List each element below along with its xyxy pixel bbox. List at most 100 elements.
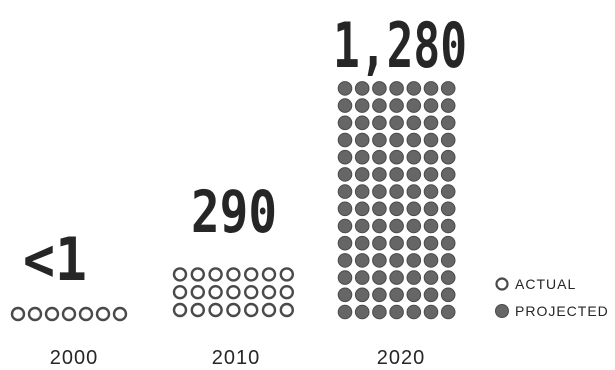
dot-2020-94 xyxy=(372,304,387,320)
dot-2000-4 xyxy=(61,306,77,322)
dot-2020-14 xyxy=(440,98,456,113)
dot-2010-5 xyxy=(243,267,259,282)
dot-2020-31 xyxy=(372,149,387,165)
dot-2020-3 xyxy=(372,81,387,96)
value-label-2000: <1 xyxy=(23,225,87,295)
dot-2020-2 xyxy=(354,81,370,96)
dot-2020-9 xyxy=(354,98,370,113)
dot-2020-18 xyxy=(389,115,404,131)
dot-2010-7 xyxy=(279,267,294,282)
dot-2020-5 xyxy=(406,81,422,96)
dot-2010-8 xyxy=(172,285,188,300)
dot-2000-6 xyxy=(95,306,111,322)
dot-2020-34 xyxy=(423,149,439,165)
dot-2000-3 xyxy=(44,306,60,322)
dot-2020-49 xyxy=(440,184,456,199)
legend-label-actual: ACTUAL xyxy=(515,276,576,292)
dot-2020-45 xyxy=(372,184,387,199)
dot-2010-4 xyxy=(226,267,241,282)
dot-2020-21 xyxy=(440,115,456,131)
dot-2020-67 xyxy=(389,235,404,251)
dot-2020-55 xyxy=(423,201,439,217)
dot-2020-59 xyxy=(372,218,387,234)
category-label-2010: 2010 xyxy=(212,347,261,369)
dot-2020-17 xyxy=(372,115,387,131)
dot-2020-28 xyxy=(440,132,456,148)
dot-2020-51 xyxy=(354,201,370,217)
dot-2020-71 xyxy=(337,253,353,268)
dot-2020-88 xyxy=(389,287,404,303)
dot-2020-19 xyxy=(406,115,422,131)
dot-2020-13 xyxy=(423,98,439,113)
dot-2020-1 xyxy=(337,81,353,96)
value-label-2010: 290 xyxy=(191,178,277,246)
dot-2020-56 xyxy=(440,201,456,217)
dot-2020-93 xyxy=(354,304,370,320)
dot-2020-7 xyxy=(440,81,456,96)
dot-2020-76 xyxy=(423,253,439,268)
dot-2020-79 xyxy=(354,270,370,285)
dot-2020-87 xyxy=(372,287,387,303)
legend-swatch-projected xyxy=(495,304,509,318)
dot-2010-9 xyxy=(190,285,206,300)
dot-2020-66 xyxy=(372,235,387,251)
dot-2020-63 xyxy=(440,218,456,234)
dot-2020-4 xyxy=(389,81,404,96)
dot-2010-11 xyxy=(226,285,241,300)
dot-2020-92 xyxy=(337,304,353,320)
dot-2010-6 xyxy=(261,267,277,282)
dot-2010-13 xyxy=(261,285,277,300)
dot-2020-8 xyxy=(337,98,353,113)
dot-2020-30 xyxy=(354,149,370,165)
dot-2020-48 xyxy=(423,184,439,199)
dot-2020-91 xyxy=(440,287,456,303)
dot-2020-32 xyxy=(389,149,404,165)
dot-2020-12 xyxy=(406,98,422,113)
dot-2020-90 xyxy=(423,287,439,303)
dot-2020-58 xyxy=(354,218,370,234)
dot-2020-64 xyxy=(337,235,353,251)
dot-2020-57 xyxy=(337,218,353,234)
dot-2020-70 xyxy=(440,235,456,251)
dot-2020-26 xyxy=(406,132,422,148)
value-label-2020: 1,280 xyxy=(333,9,467,82)
dot-2020-43 xyxy=(337,184,353,199)
dot-2020-25 xyxy=(389,132,404,148)
dot-2020-38 xyxy=(372,167,387,182)
dot-2020-47 xyxy=(406,184,422,199)
dot-2020-23 xyxy=(354,132,370,148)
dot-2020-40 xyxy=(406,167,422,182)
dot-2020-6 xyxy=(423,81,439,96)
dot-2020-16 xyxy=(354,115,370,131)
dot-2020-33 xyxy=(406,149,422,165)
dot-2020-73 xyxy=(372,253,387,268)
dot-2020-39 xyxy=(389,167,404,182)
dot-2020-24 xyxy=(372,132,387,148)
dot-2020-65 xyxy=(354,235,370,251)
dot-2020-98 xyxy=(440,304,456,320)
dot-2010-21 xyxy=(279,302,294,318)
dot-2020-44 xyxy=(354,184,370,199)
dot-2020-50 xyxy=(337,201,353,217)
dot-2020-41 xyxy=(423,167,439,182)
dot-2020-86 xyxy=(354,287,370,303)
dot-2020-96 xyxy=(406,304,422,320)
dot-2020-69 xyxy=(423,235,439,251)
dot-2020-11 xyxy=(389,98,404,113)
dot-2020-78 xyxy=(337,270,353,285)
dot-2010-16 xyxy=(190,302,206,318)
dot-2020-84 xyxy=(440,270,456,285)
dot-2000-5 xyxy=(78,306,94,322)
dot-2020-77 xyxy=(440,253,456,268)
dot-2020-95 xyxy=(389,304,404,320)
dot-2020-52 xyxy=(372,201,387,217)
dot-2020-72 xyxy=(354,253,370,268)
category-label-2000: 2000 xyxy=(50,347,99,369)
dot-2020-36 xyxy=(337,167,353,182)
legend-swatch-actual xyxy=(495,277,509,291)
dot-2000-1 xyxy=(10,306,26,322)
dot-2020-81 xyxy=(389,270,404,285)
dot-2020-10 xyxy=(372,98,387,113)
